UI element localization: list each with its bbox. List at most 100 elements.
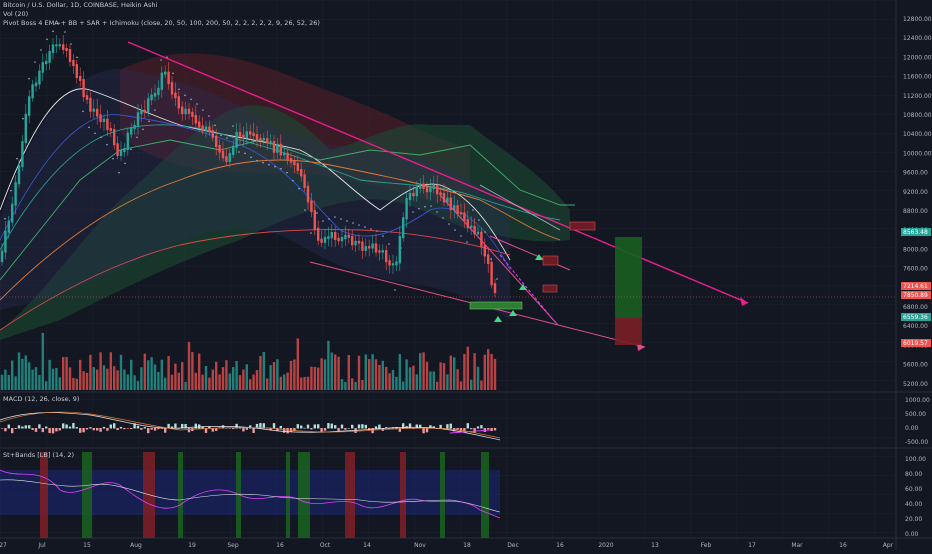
sar-dot (424, 205, 426, 208)
support-zone[interactable] (469, 301, 523, 310)
macd-bar (48, 428, 51, 434)
sar-dot (172, 72, 174, 75)
candle-body (378, 250, 381, 253)
time-axis-label: Dec (507, 542, 519, 549)
candle-body (266, 138, 269, 144)
volume-bar (330, 352, 333, 390)
sar-dot (82, 110, 84, 113)
volume-bar (361, 379, 364, 390)
sar-dot (130, 148, 132, 151)
candle-body (143, 109, 146, 113)
svg-text:7214.61: 7214.61 (903, 283, 928, 290)
projection-dotted-line[interactable] (499, 254, 556, 323)
macd-bar (143, 427, 146, 429)
volume-bar (385, 366, 388, 390)
volume-bar (85, 372, 89, 390)
macd-bar (262, 423, 265, 429)
candle-body (425, 186, 429, 193)
macd-bar (204, 428, 208, 433)
channel-mid-line[interactable] (479, 184, 561, 231)
stoch-axis: 100.00 80.00 60.00 40.00 20.00 0.00 (905, 456, 926, 538)
resistance-zone-2[interactable] (542, 255, 559, 266)
candle-body (323, 236, 327, 243)
long-position-loss[interactable] (615, 318, 642, 345)
volume-bar (310, 366, 313, 390)
volume-bar (381, 360, 384, 390)
candle-body (412, 192, 415, 197)
volume-bar (483, 354, 486, 390)
macd-line (0, 412, 501, 441)
macd-bar (337, 428, 340, 432)
macd-legend: MACD (12, 26, close, 9) (3, 395, 80, 403)
volume-bar (419, 353, 422, 390)
price-axis-label: 12000.00 (903, 54, 932, 61)
long-position-profit[interactable] (615, 237, 642, 318)
stoch-signal-bars (40, 452, 489, 538)
time-axis-label: 13 (651, 542, 659, 549)
stoch-legend: St+Bands [LB] (14, 2) (3, 451, 75, 459)
volume-bar (303, 376, 306, 390)
candle-body (17, 165, 21, 185)
candle-body (164, 71, 167, 75)
macd-bar (51, 428, 55, 434)
candle-body (184, 108, 187, 115)
time-axis-label: Feb (701, 542, 712, 549)
heikin-ashi-candles (0, 35, 497, 298)
sar-dot (22, 117, 24, 120)
macd-bar (160, 428, 163, 429)
sar-dot (58, 22, 60, 25)
stoch-zone-bar (481, 452, 489, 538)
macd-bar (24, 425, 27, 429)
sar-dot (448, 223, 450, 225)
candle-body (116, 143, 119, 156)
time-axis-label: 19 (188, 542, 196, 549)
macd-bar (473, 428, 476, 433)
candle-body (405, 198, 408, 220)
resistance-zone-1[interactable] (569, 221, 596, 231)
sar-dot (466, 241, 468, 243)
sar-dot (316, 212, 318, 214)
candle-body (245, 131, 248, 139)
macd-bar (351, 424, 354, 429)
time-axis-label: 16 (556, 542, 564, 549)
candle-body (286, 152, 289, 160)
volume-bar (28, 362, 31, 390)
volume-bar (208, 377, 211, 390)
candle-body (395, 261, 398, 266)
resistance-zone-3[interactable] (542, 284, 558, 293)
time-axis-label: Oct (320, 542, 331, 549)
price-axis-label: 11600.00 (903, 74, 932, 81)
candle-body (337, 237, 340, 242)
candle-body (55, 44, 58, 47)
candle-body (442, 193, 446, 203)
candle-body (123, 148, 126, 152)
volume-bar (194, 372, 197, 390)
time-axis[interactable]: 27 Jul 15 Aug 19 Sep 16 Oct 14 Nov 18 Dec 16 2020 13 Fe… (0, 542, 894, 549)
price-axis[interactable]: 12800.00 12400.00 12000.00 11600.00 11200.00… (903, 16, 932, 388)
macd-bar (429, 425, 432, 429)
candle-body (269, 141, 272, 144)
volume-bar (181, 362, 184, 390)
macd-bar (344, 428, 347, 430)
sar-dot (304, 209, 306, 211)
descending-trendline-upper[interactable] (127, 41, 749, 304)
sar-dot (280, 167, 282, 170)
volume-bar (106, 368, 109, 390)
candle-body (361, 241, 364, 251)
volume-bar (31, 369, 34, 390)
sar-dot (202, 109, 204, 111)
candle-body (102, 118, 106, 122)
buy-signal-arrows (494, 254, 543, 322)
time-axis-label: 2020 (598, 542, 613, 549)
wedge-inner-line[interactable] (439, 194, 559, 326)
volume-bar (79, 359, 82, 390)
sar-dot (118, 171, 120, 174)
volume-bar (164, 377, 167, 390)
sar-dot (376, 230, 378, 232)
volume-bar (232, 367, 235, 390)
macd-bar (157, 428, 160, 430)
candle-body (463, 212, 466, 222)
sar-dot (286, 171, 288, 174)
